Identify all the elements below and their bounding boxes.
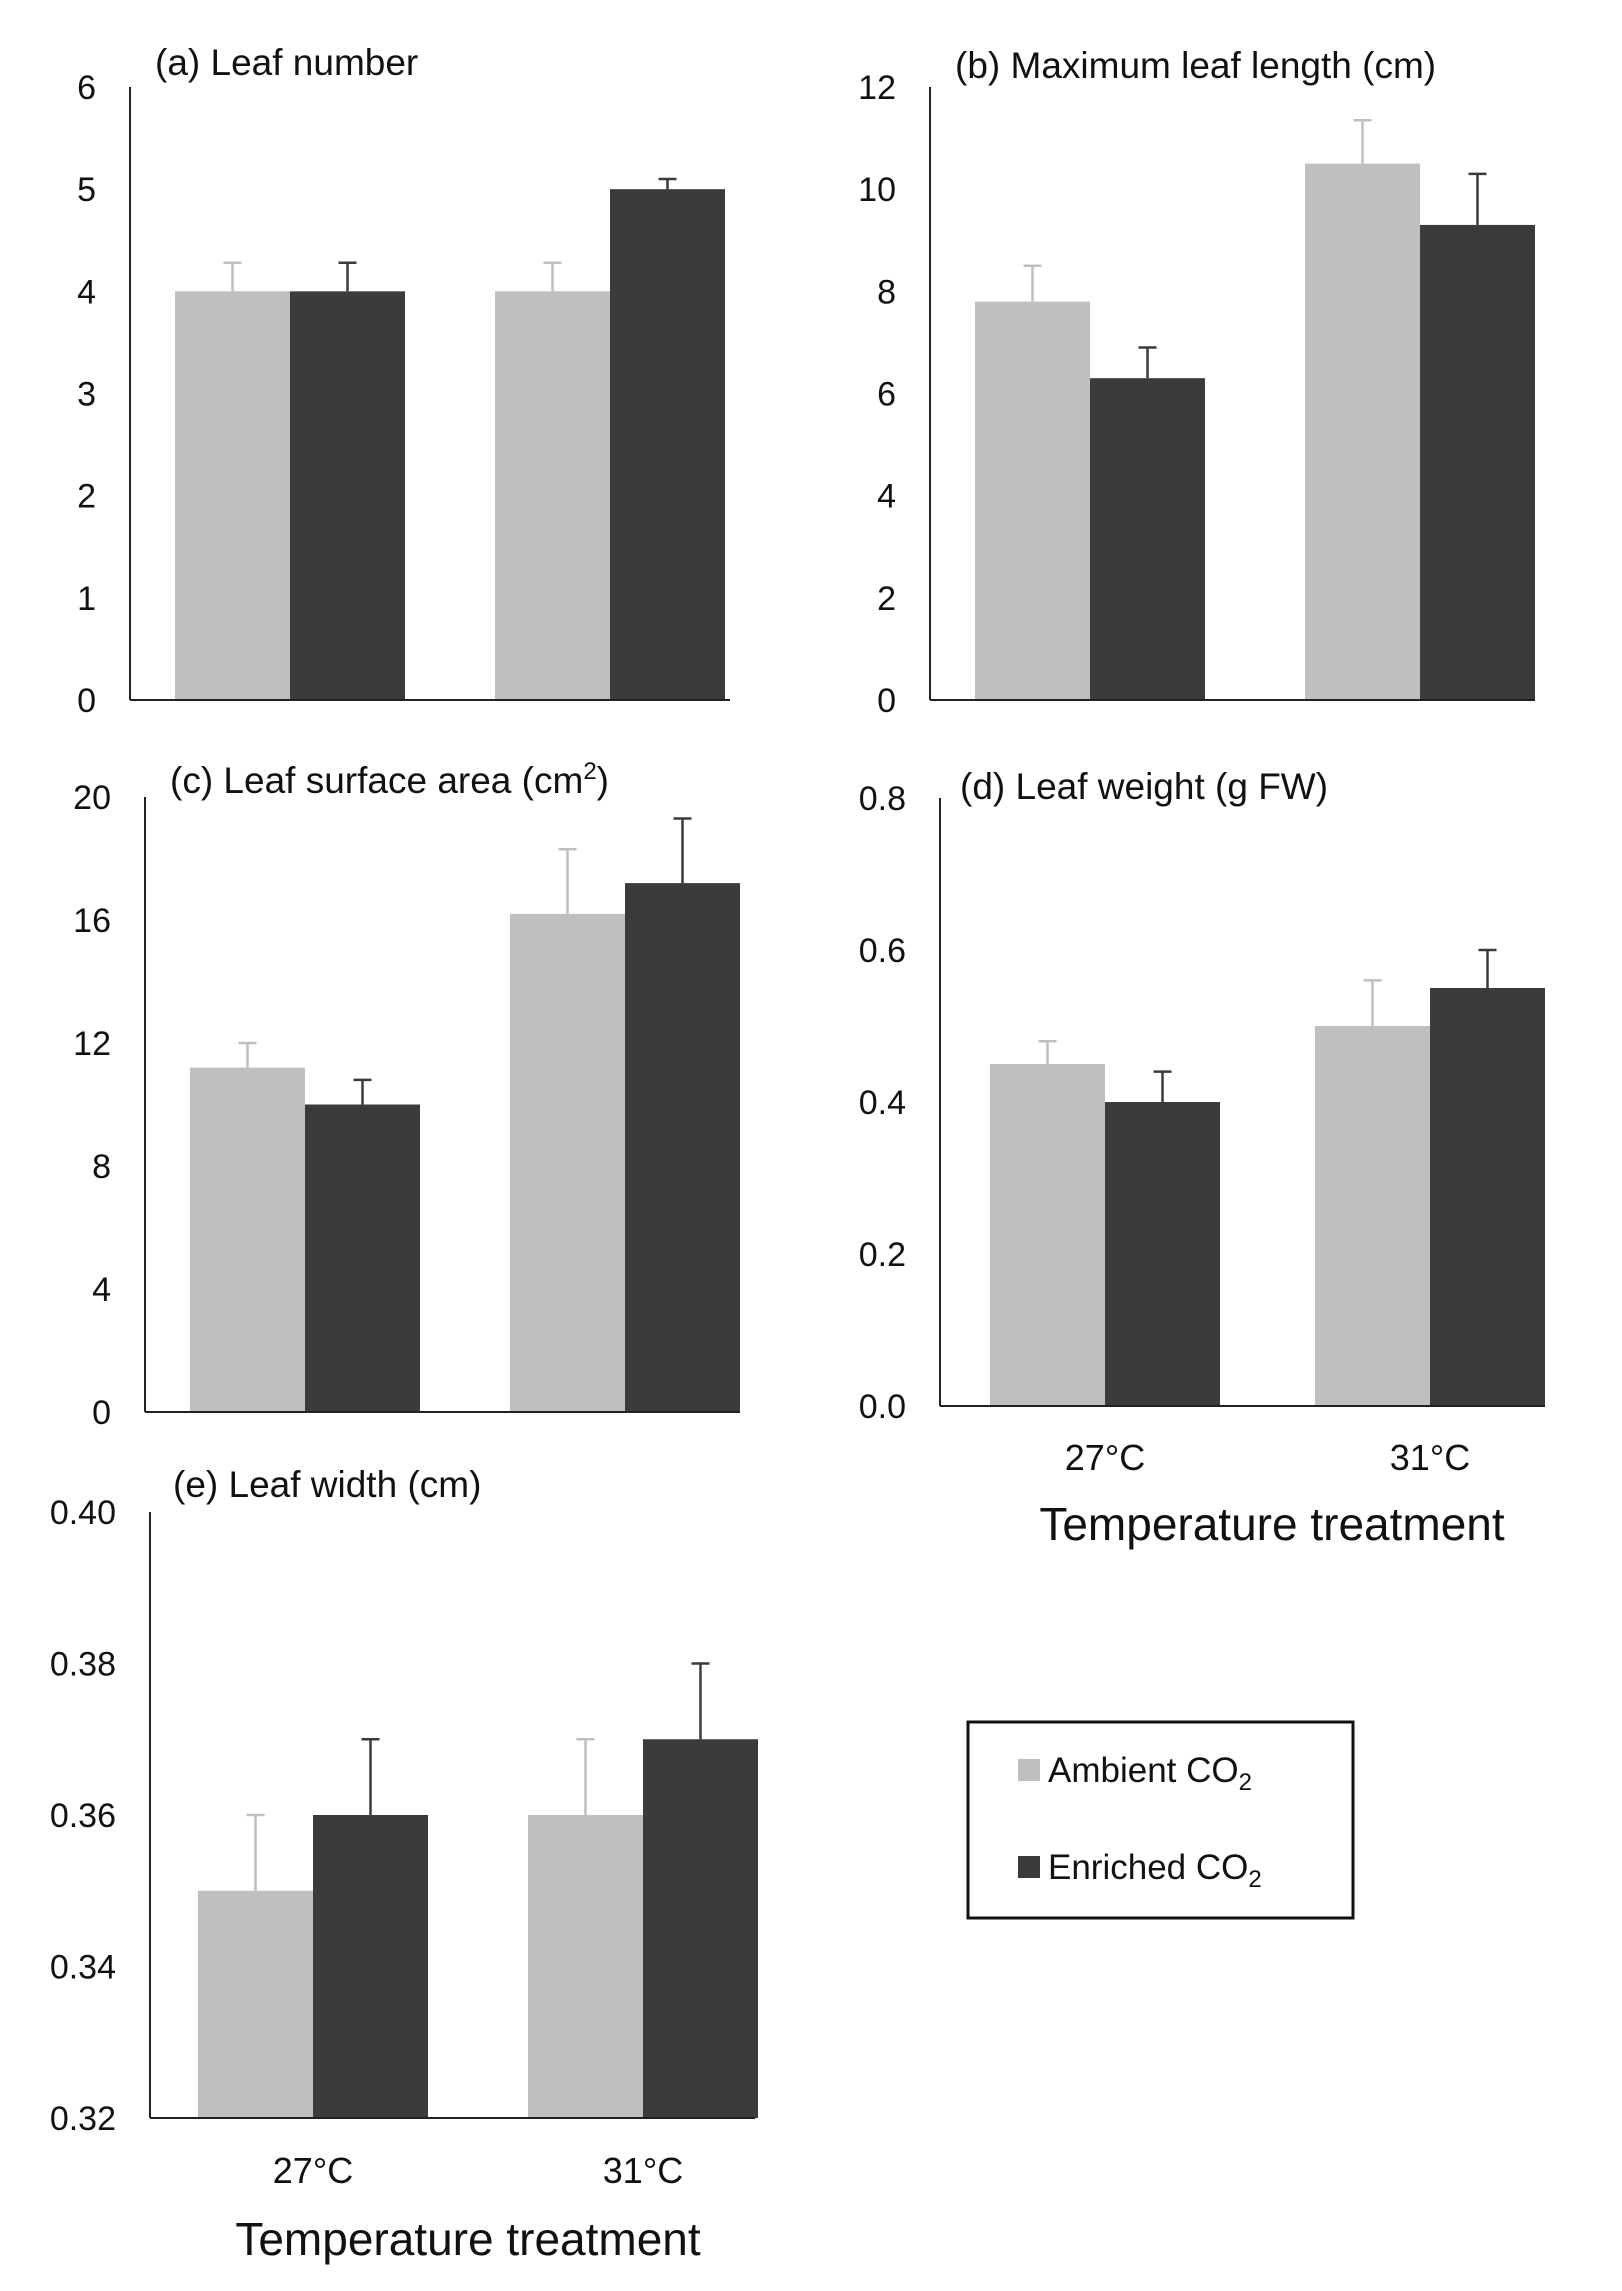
bar-c-ambient-2	[510, 913, 625, 1412]
chart-panel-d: 0.0 0.2 0.4 0.6 0.8 (d) Leaf weight (g FW) 27°…	[859, 766, 1545, 1550]
x-tick-label-e-1: 27°C	[273, 2150, 353, 2191]
y-tick-label-a-3: 3	[77, 376, 96, 414]
chart-panel-c: 0 4 8 12 16 20 (c) Leaf surface area (cm2)	[73, 758, 740, 1432]
y-tick-label-a-1: 1	[77, 580, 96, 618]
y-tick-label-b-6: 12	[858, 69, 896, 107]
bar-c-ambient-1	[190, 1067, 305, 1412]
y-tick-label-b-2: 4	[877, 478, 896, 516]
bar-e-enriched-2	[643, 1739, 758, 2118]
bar-b-ambient-1	[975, 301, 1090, 700]
bar-b-ambient-2	[1305, 163, 1420, 700]
bar-a-ambient-2	[495, 291, 610, 700]
chart-title-e: (e) Leaf width (cm)	[173, 1464, 481, 1505]
x-tick-label-d-2: 31°C	[1390, 1437, 1470, 1478]
bar-a-enriched-2	[610, 189, 725, 700]
bar-b-enriched-2	[1420, 224, 1535, 701]
chart-panel-b: 0 2 4 6 8 10 12 (b) Maximum leaf length (cm)	[858, 45, 1535, 720]
bar-e-enriched-1	[313, 1815, 428, 2118]
legend: Ambient CO2 Enriched CO2	[966, 1720, 1355, 1920]
y-tick-label-e-1: 0.34	[50, 1949, 116, 1987]
chart-title-c: (c) Leaf surface area (cm2)	[170, 758, 609, 801]
legend-swatch-enriched	[1018, 1856, 1040, 1878]
chart-panel-e: 0.32 0.34 0.36 0.38 0.40 (e) Leaf width (cm) 2…	[50, 1464, 758, 2265]
y-tick-label-e-3: 0.38	[50, 1646, 116, 1684]
bar-c-enriched-1	[305, 1104, 420, 1412]
y-tick-label-a-0: 0	[77, 682, 96, 720]
y-tick-label-c-5: 20	[73, 779, 111, 817]
chart-title-d: (d) Leaf weight (g FW)	[960, 766, 1328, 807]
y-tick-label-c-4: 16	[73, 902, 111, 940]
y-tick-label-d-0: 0.0	[859, 1388, 906, 1426]
x-axis-title-e: Temperature treatment	[235, 2213, 701, 2265]
bar-d-ambient-1	[990, 1064, 1105, 1406]
y-tick-label-b-0: 0	[877, 682, 896, 720]
legend-swatch-ambient	[1018, 1759, 1040, 1781]
y-tick-label-e-2: 0.36	[50, 1797, 116, 1835]
y-tick-label-e-4: 0.40	[50, 1494, 116, 1532]
bar-a-ambient-1	[175, 291, 290, 700]
y-tick-label-c-1: 4	[92, 1271, 111, 1309]
y-tick-label-d-2: 0.4	[859, 1084, 906, 1122]
x-tick-label-e-2: 31°C	[603, 2150, 683, 2191]
y-tick-label-b-4: 8	[877, 273, 896, 311]
y-tick-label-d-4: 0.8	[859, 780, 906, 818]
legend-label-enriched: Enriched CO2	[1048, 1848, 1262, 1893]
y-tick-label-b-3: 6	[877, 376, 896, 414]
x-axis-title-d: Temperature treatment	[1039, 1498, 1505, 1550]
bar-c-enriched-2	[625, 883, 740, 1412]
chart-title-a: (a) Leaf number	[155, 42, 418, 83]
bar-e-ambient-2	[528, 1815, 643, 2118]
y-tick-label-a-4: 4	[77, 273, 96, 311]
y-tick-label-b-5: 10	[858, 171, 896, 209]
bar-e-ambient-1	[198, 1890, 313, 2118]
bar-d-enriched-1	[1105, 1102, 1220, 1406]
y-tick-label-d-3: 0.6	[859, 932, 906, 970]
y-tick-label-b-1: 2	[877, 580, 896, 618]
y-tick-label-c-2: 8	[92, 1148, 111, 1186]
bar-b-enriched-1	[1090, 378, 1205, 700]
chart-title-b: (b) Maximum leaf length (cm)	[955, 45, 1436, 86]
y-tick-label-e-0: 0.32	[50, 2100, 116, 2138]
bar-d-ambient-2	[1315, 1026, 1430, 1406]
bar-d-enriched-2	[1430, 988, 1545, 1406]
y-tick-label-a-6: 6	[77, 69, 96, 107]
legend-box	[966, 1720, 1355, 1920]
y-tick-label-c-3: 12	[73, 1025, 111, 1063]
y-tick-label-c-0: 0	[92, 1394, 111, 1432]
x-tick-label-d-1: 27°C	[1065, 1437, 1145, 1478]
y-tick-label-d-1: 0.2	[859, 1236, 906, 1274]
chart-panel-a: 0 1 2 3 4 5 6 (a) Leaf number	[77, 42, 730, 720]
legend-label-ambient: Ambient CO2	[1048, 1751, 1252, 1796]
y-tick-label-a-2: 2	[77, 478, 96, 516]
y-tick-label-a-5: 5	[77, 171, 96, 209]
bar-a-enriched-1	[290, 291, 405, 700]
